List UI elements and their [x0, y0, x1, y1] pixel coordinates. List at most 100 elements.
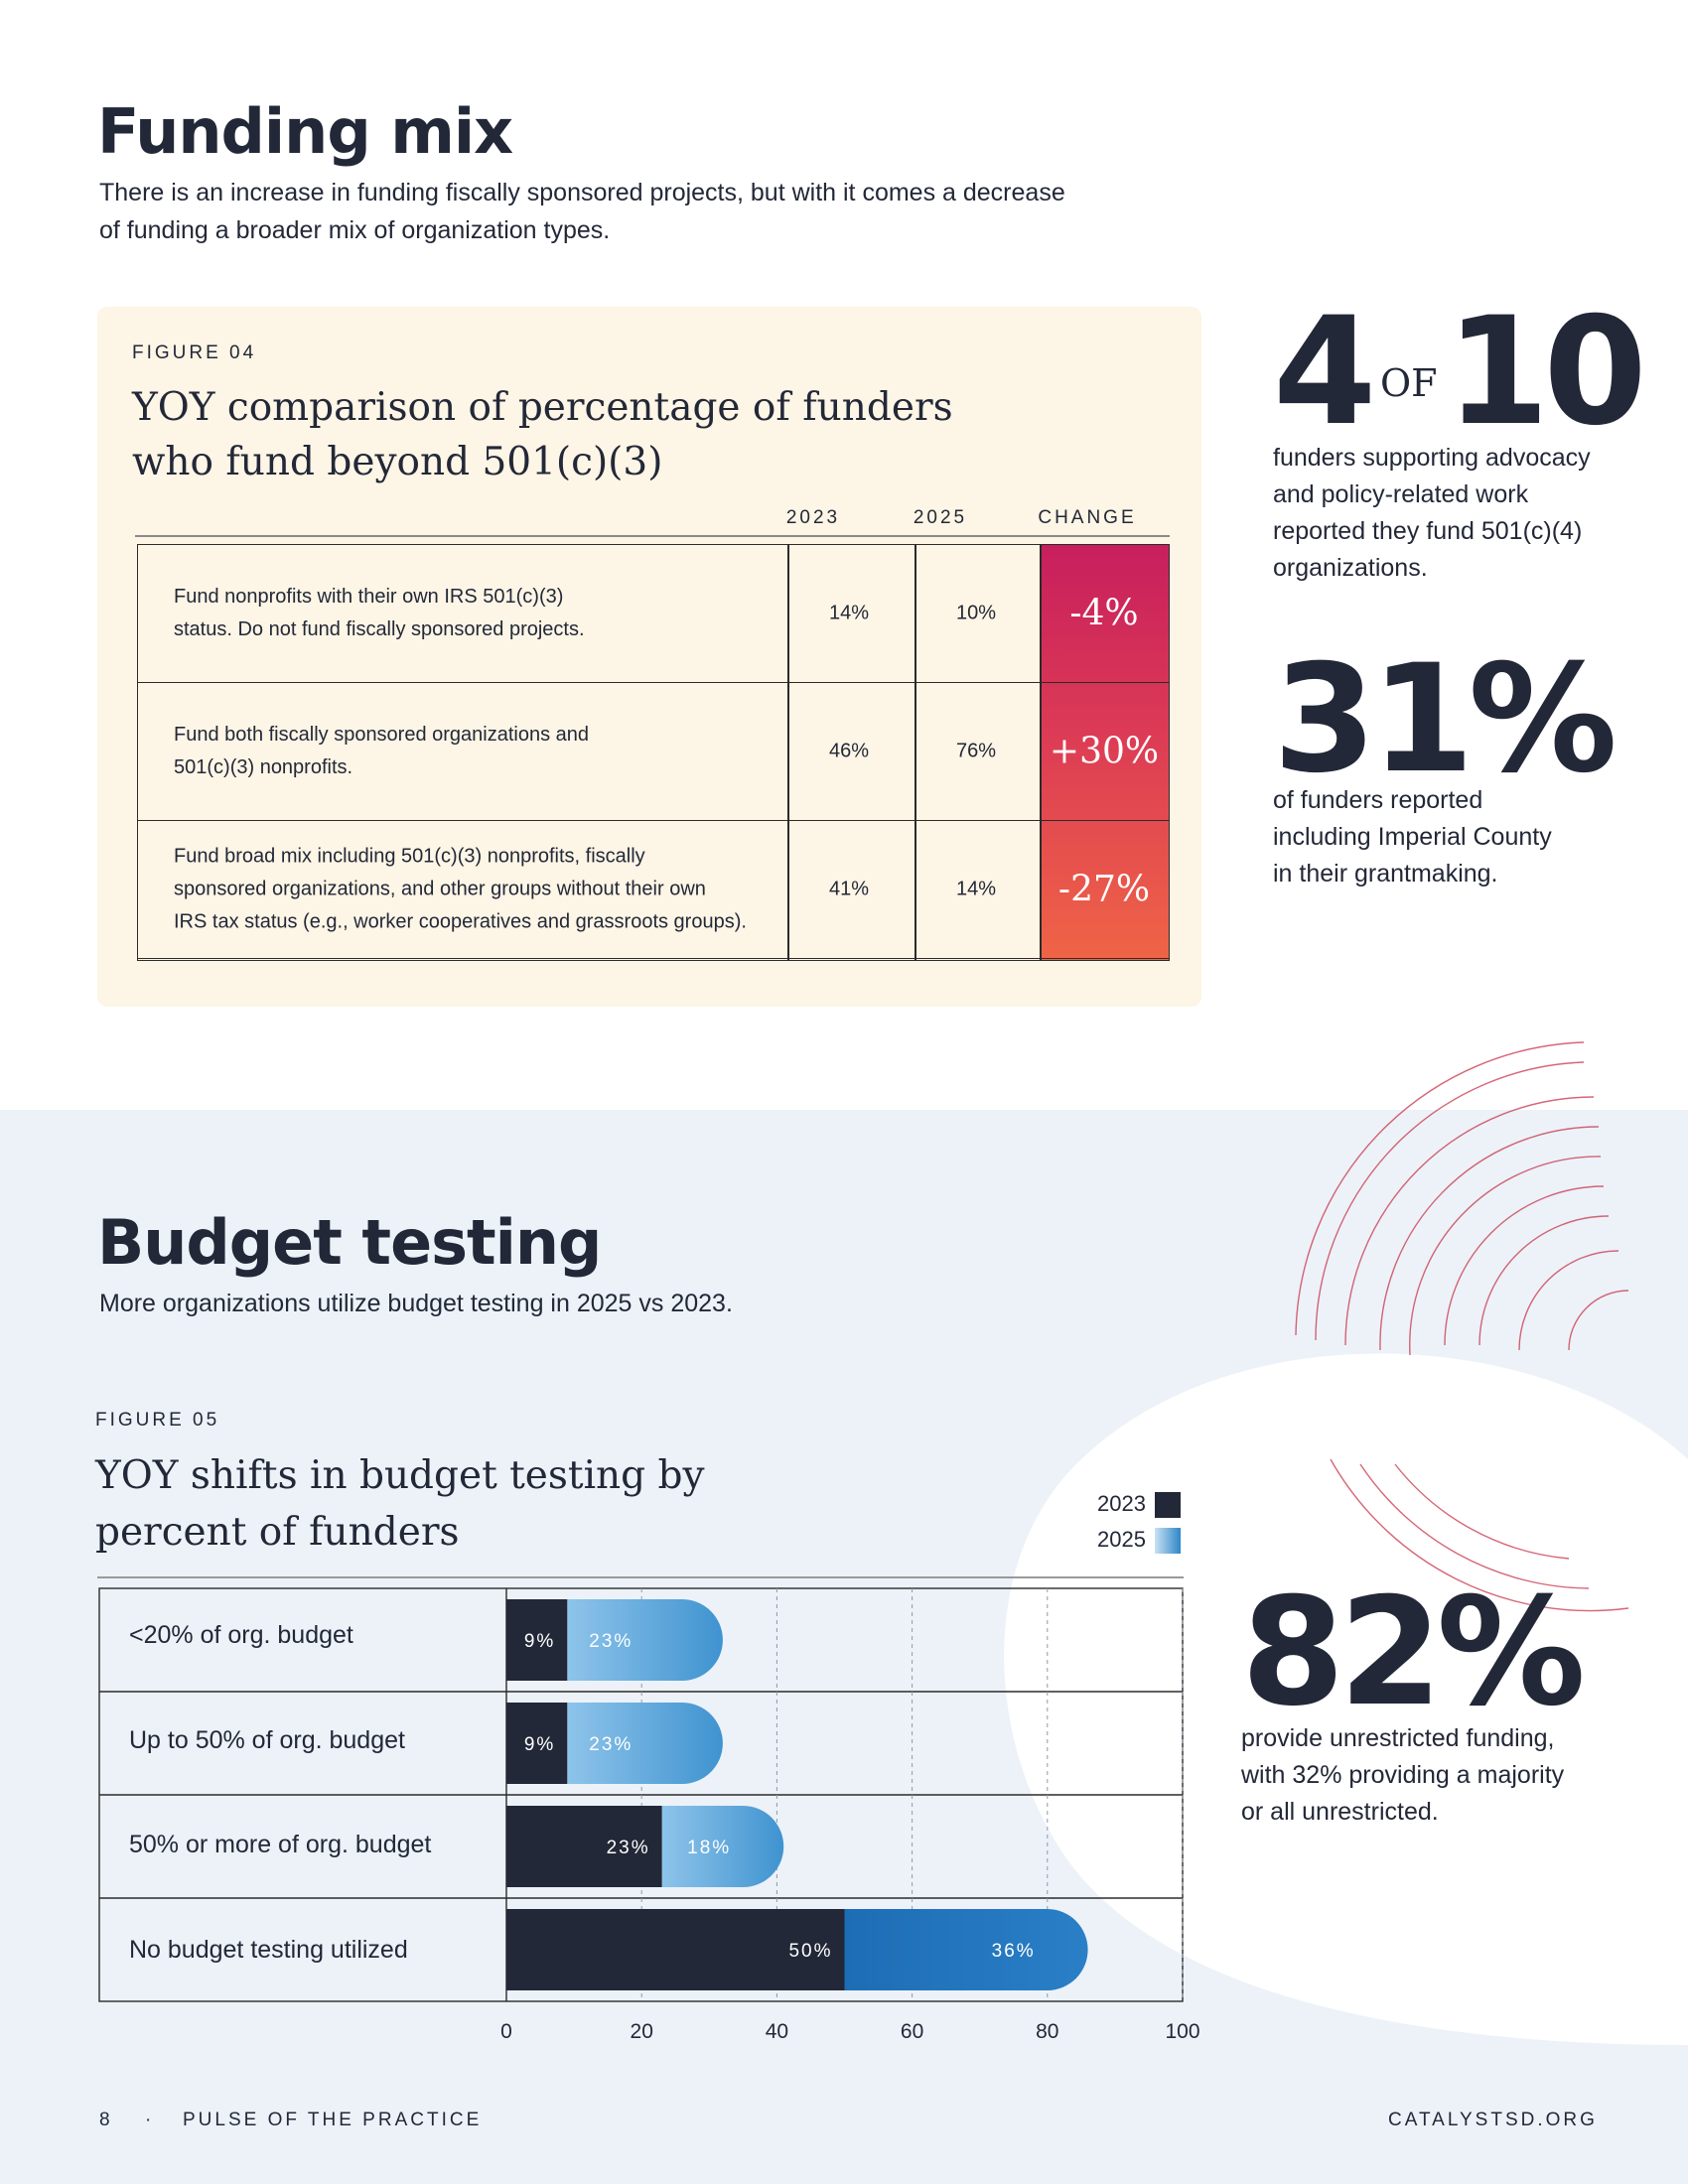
description-line: 501(c)(3) nonprofits. — [174, 756, 353, 778]
value-2025: 76% — [955, 740, 997, 762]
stat-line: or all unrestricted. — [1241, 1798, 1439, 1826]
stat-line: with 32% providing a majority — [1241, 1761, 1565, 1789]
header-rule — [135, 535, 1170, 537]
bar-2025 — [567, 1703, 723, 1784]
stat-line: provide unrestricted funding, — [1241, 1724, 1555, 1752]
column-divider — [914, 545, 916, 960]
data-label-2023: 50% — [788, 1941, 832, 1962]
table-row: Fund both fiscally sponsored organizatio… — [138, 683, 1169, 821]
stat-4-number: 4 — [1273, 286, 1376, 459]
legend-2025-label: 2025 — [1097, 1527, 1146, 1552]
column-divider — [1040, 545, 1042, 960]
stat-imperial-county-text: of funders reported including Imperial C… — [1273, 782, 1552, 892]
legend-2023-label: 2023 — [1097, 1491, 1146, 1516]
bar-2023 — [506, 1599, 568, 1681]
legend-2023-swatch — [1155, 1492, 1181, 1518]
stat-unrestricted-text: provide unrestricted funding, with 32% p… — [1241, 1720, 1564, 1831]
row-label-no-testing: No budget testing utilized — [129, 1936, 408, 1964]
figure-title-line: YOY comparison of percentage of funders — [132, 385, 953, 430]
description-line: Fund nonprofits with their own IRS 501(c… — [174, 586, 564, 608]
row-description: Fund both fiscally sponsored organizatio… — [174, 719, 789, 784]
funding-mix-title: Funding mix — [97, 95, 513, 168]
budget-testing-lede: More organizations utilize budget testin… — [99, 1290, 733, 1317]
stat-advocacy-text: funders supporting advocacy and policy-r… — [1273, 440, 1591, 587]
bar-2025 — [661, 1806, 784, 1887]
value-change: -27% — [1057, 869, 1151, 910]
description-line: status. Do not fund fiscally sponsored p… — [174, 618, 585, 640]
lede-line: of funding a broader mix of organization… — [99, 216, 611, 244]
stat-line: funders supporting advocacy — [1273, 444, 1591, 472]
x-tick-label: 80 — [1036, 2020, 1058, 2043]
table-row: Fund broad mix including 501(c)(3) nonpr… — [138, 821, 1169, 959]
stat-line: in their grantmaking. — [1273, 860, 1498, 887]
bar-2025 — [567, 1599, 723, 1681]
value-2023: 41% — [828, 878, 870, 900]
row-label-50-or-more: 50% or more of org. budget — [129, 1831, 432, 1858]
stat-31-percent: 31% — [1273, 633, 1618, 806]
legend-2025-swatch — [1155, 1528, 1181, 1554]
data-label-2025: 36% — [992, 1941, 1036, 1962]
value-2023: 46% — [828, 740, 870, 762]
bar-2023 — [506, 1909, 845, 1990]
table-row: Fund nonprofits with their own IRS 501(c… — [138, 545, 1169, 683]
white-swoosh-shape — [1004, 1353, 1688, 2045]
row-description: Fund nonprofits with their own IRS 501(c… — [174, 581, 789, 646]
value-2025: 10% — [955, 602, 997, 624]
stat-line: of funders reported — [1273, 786, 1483, 814]
x-tick-label: 0 — [500, 2020, 512, 2043]
column-header-2023: 2023 — [785, 507, 841, 528]
footer-page-number: 8 — [99, 2110, 113, 2130]
column-divider — [787, 545, 789, 960]
funding-mix-table: Fund nonprofits with their own IRS 501(c… — [137, 544, 1170, 961]
description-line: IRS tax status (e.g., worker cooperative… — [174, 910, 747, 933]
stat-line: reported they fund 501(c)(4) — [1273, 517, 1583, 545]
row-description: Fund broad mix including 501(c)(3) nonpr… — [174, 841, 789, 939]
footer-dot: · — [145, 2110, 155, 2130]
data-label-2025: 23% — [589, 1734, 633, 1755]
bar-2023 — [506, 1806, 662, 1887]
stat-line: and policy-related work — [1273, 480, 1529, 508]
figure-05-label: FIGURE 05 — [95, 1410, 220, 1431]
stat-10-number: 10 — [1446, 286, 1647, 459]
change-column-gradient — [1040, 545, 1169, 960]
column-header-2025: 2025 — [913, 507, 968, 528]
description-line: Fund broad mix including 501(c)(3) nonpr… — [174, 845, 645, 868]
stat-82-percent: 82% — [1241, 1567, 1586, 1739]
description-line: Fund both fiscally sponsored organizatio… — [174, 724, 590, 746]
chart-top-rule — [97, 1576, 1184, 1578]
stat-line: organizations. — [1273, 554, 1428, 582]
value-2025: 14% — [955, 878, 997, 900]
data-label-2023: 9% — [524, 1631, 555, 1652]
value-2023: 14% — [828, 602, 870, 624]
data-label-2023: 23% — [607, 1838, 650, 1858]
x-tick-label: 40 — [766, 2020, 788, 2043]
row-label-up-to-50: Up to 50% of org. budget — [129, 1726, 405, 1754]
concentric-arcs-icon — [1295, 1041, 1629, 1612]
figure-04-title: YOY comparison of percentage of funders … — [132, 380, 953, 489]
figure-04-label: FIGURE 04 — [132, 342, 257, 363]
budget-testing-title: Budget testing — [97, 1206, 602, 1279]
data-label-2025: 23% — [589, 1631, 633, 1652]
figure-title-line: percent of funders — [95, 1510, 460, 1555]
lede-line: There is an increase in funding fiscally… — [99, 179, 1065, 206]
value-change: -4% — [1069, 593, 1139, 634]
row-label-under-20: <20% of org. budget — [129, 1621, 353, 1649]
figure-title-line: YOY shifts in budget testing by — [95, 1453, 705, 1498]
column-header-change: CHANGE — [1038, 507, 1137, 528]
stat-line: including Imperial County — [1273, 823, 1552, 851]
x-tick-label: 60 — [901, 2020, 923, 2043]
data-label-2023: 9% — [524, 1734, 555, 1755]
x-tick-label: 100 — [1165, 2020, 1199, 2043]
figure-04-card — [97, 307, 1201, 1007]
description-line: sponsored organizations, and other group… — [174, 878, 706, 900]
funding-mix-lede: There is an increase in funding fiscally… — [99, 174, 1065, 249]
bar-2025 — [844, 1909, 1088, 1990]
footer-publication: PULSE OF THE PRACTICE — [183, 2110, 483, 2130]
stat-of-label: OF — [1380, 361, 1438, 405]
x-tick-label: 20 — [631, 2020, 653, 2043]
bar-2023 — [506, 1703, 568, 1784]
footer-site-link[interactable]: CATALYSTSD.ORG — [1388, 2110, 1598, 2130]
value-change: +30% — [1049, 731, 1160, 772]
